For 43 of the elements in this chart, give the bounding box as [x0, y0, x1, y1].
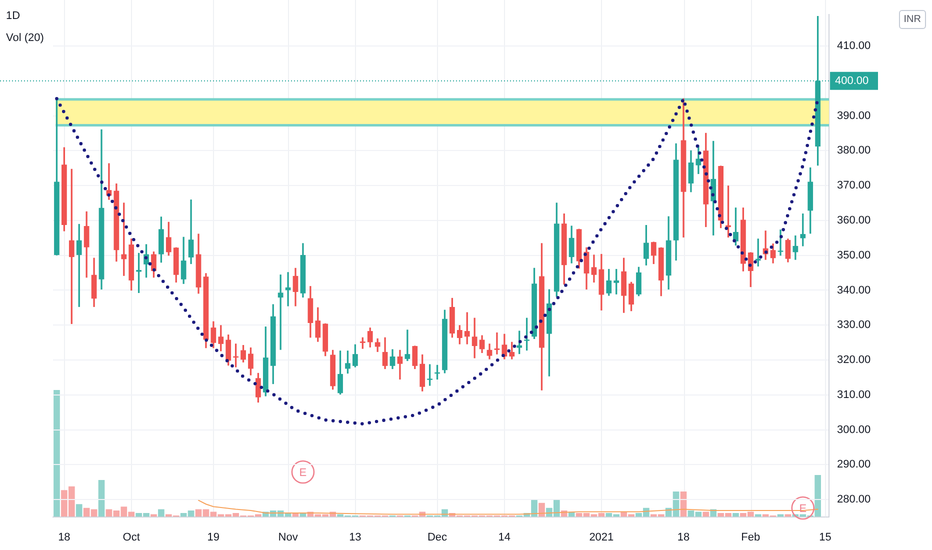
x-tick-label: 18: [58, 531, 70, 544]
y-tick-label: 340.00: [837, 284, 871, 296]
x-tick-label: 14: [498, 531, 511, 544]
bar: [538, 502, 545, 517]
x-tick-label: Oct: [122, 531, 140, 544]
x-tick-label: 19: [207, 531, 220, 544]
y-tick-label: 360.00: [837, 214, 871, 226]
y-tick-label: 370.00: [837, 180, 871, 192]
text: Vol (20): [6, 32, 44, 44]
y-tick-label: 380.00: [837, 144, 871, 157]
y-tick-label: 310.00: [837, 388, 871, 401]
x-tick-label: Feb: [741, 531, 760, 544]
x-tick-label: 18: [677, 531, 690, 544]
x-tick-label: Nov: [278, 531, 298, 544]
x-tick-label: Dec: [427, 531, 448, 544]
x-tick-label: 2021: [589, 531, 614, 544]
candlestick: [278, 274, 284, 350]
bar: [54, 390, 60, 517]
y-tick-label: 290.00: [837, 458, 871, 471]
candlestick: [792, 235, 798, 260]
text: INR: [898, 10, 926, 29]
candlestick: [404, 330, 410, 362]
candlestick: [494, 332, 500, 354]
y-tick-label: 320.00: [837, 354, 871, 366]
bar: [76, 504, 82, 517]
y-tick-label: 300.00: [837, 424, 871, 436]
line-series: [55, 97, 820, 426]
bar: [732, 512, 739, 517]
chart-title: 1D: [6, 10, 20, 22]
annotation: E: [299, 467, 307, 480]
bar: [98, 480, 105, 517]
candlestick: [472, 318, 478, 358]
ref-line-label: 400.00: [835, 74, 869, 87]
candlestick: [778, 230, 784, 256]
y-tick-label: 350.00: [837, 249, 871, 262]
bar: [158, 509, 164, 517]
x-tick-label: 15: [819, 531, 832, 544]
y-tick-label: 410.00: [837, 40, 871, 52]
y-tick-label: 390.00: [837, 110, 871, 122]
y-tick-label: 280.00: [837, 494, 871, 506]
bar: [702, 512, 710, 517]
x-tick-label: 13: [349, 531, 362, 544]
y-tick-label: 330.00: [837, 319, 871, 332]
